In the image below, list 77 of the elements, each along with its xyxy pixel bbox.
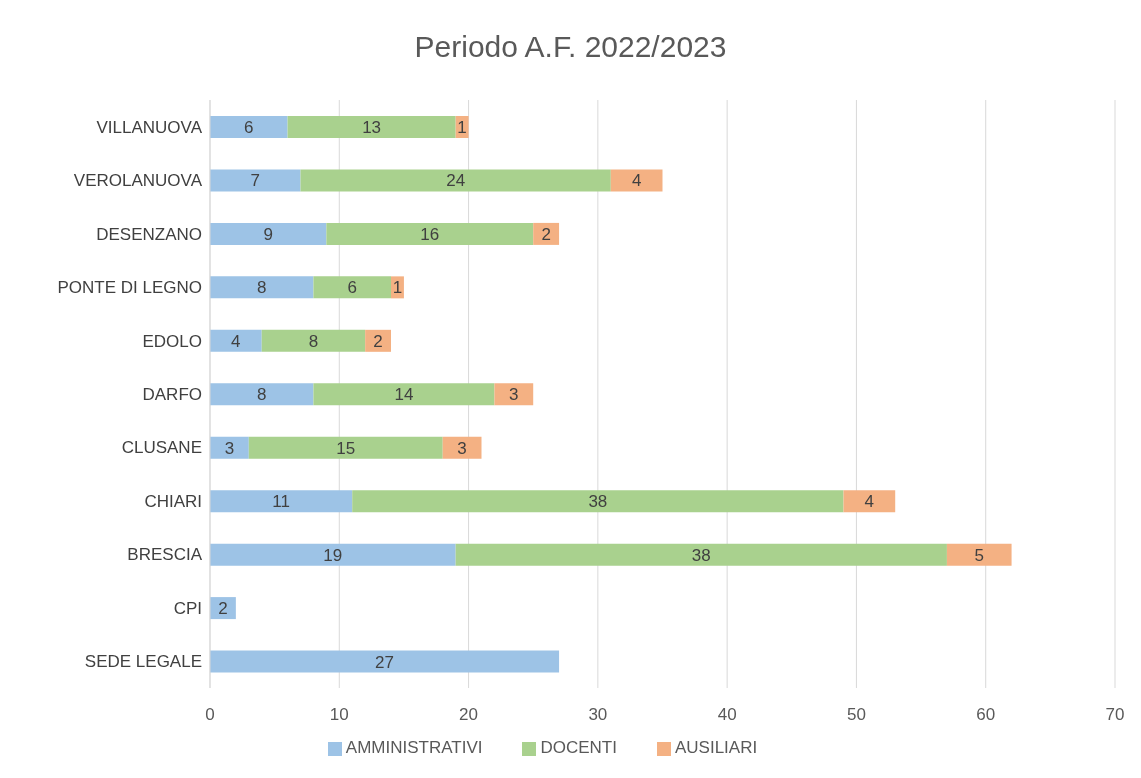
data-label: 8 xyxy=(308,331,319,351)
bar xyxy=(313,276,391,299)
data-label: 6 xyxy=(347,278,357,298)
y-tick-label: CPI xyxy=(173,598,202,618)
y-tick-label: EDOLO xyxy=(142,331,202,351)
bar xyxy=(946,543,1012,566)
data-label: 1 xyxy=(392,278,403,298)
x-tick-label: 20 xyxy=(459,705,479,725)
bar xyxy=(843,490,896,513)
y-tick-label: CLUSANE xyxy=(121,438,202,458)
bar xyxy=(455,543,947,566)
x-tick-label: 10 xyxy=(329,705,349,725)
x-tick-label: 30 xyxy=(588,705,608,725)
legend-label: DOCENTI xyxy=(540,738,617,757)
bar xyxy=(210,490,353,513)
bar xyxy=(326,222,534,245)
bar xyxy=(210,650,560,673)
data-label: 6 xyxy=(244,118,254,138)
data-label: 5 xyxy=(974,545,984,565)
y-tick-label: VILLANUOVA xyxy=(96,117,203,137)
bar xyxy=(210,436,249,459)
y-tick-label: SEDE LEGALE xyxy=(84,652,202,672)
data-label: 2 xyxy=(218,599,228,619)
data-label: 9 xyxy=(263,224,273,244)
data-label: 15 xyxy=(336,438,356,458)
x-tick-label: 70 xyxy=(1105,705,1125,725)
bar xyxy=(352,490,844,513)
y-tick-label: DESENZANO xyxy=(96,224,202,244)
data-label: 38 xyxy=(691,545,711,565)
x-tick-label: 60 xyxy=(976,705,996,725)
data-label: 19 xyxy=(323,545,343,565)
bar xyxy=(210,276,314,299)
bar xyxy=(442,436,482,459)
data-label: 24 xyxy=(446,171,466,191)
bar xyxy=(287,116,456,138)
data-label: 27 xyxy=(375,652,394,672)
bar xyxy=(210,543,456,566)
legend-label: AUSILIARI xyxy=(674,738,758,757)
y-tick-label: CHIARI xyxy=(144,491,202,511)
bar xyxy=(365,329,391,352)
data-label: 8 xyxy=(256,278,267,298)
data-label: 2 xyxy=(373,331,383,351)
bar xyxy=(300,169,611,192)
data-label: 11 xyxy=(272,492,290,512)
bar xyxy=(313,383,495,406)
bar xyxy=(261,329,366,352)
data-label: 3 xyxy=(224,438,235,458)
x-tick-label: 40 xyxy=(717,705,737,725)
data-label: 3 xyxy=(457,438,467,458)
x-tick-label: 50 xyxy=(846,705,866,725)
bar xyxy=(210,116,288,138)
bar xyxy=(610,169,663,192)
x-tick-label: 0 xyxy=(205,705,215,725)
data-label: 3 xyxy=(509,385,519,405)
y-tick-label: VEROLANUOVA xyxy=(73,171,203,191)
y-tick-label: PONTE DI LEGNO xyxy=(57,278,202,298)
data-label: 38 xyxy=(588,492,608,512)
data-label: 13 xyxy=(362,118,382,138)
legend-label: AMMINISTRATIVI xyxy=(345,738,483,757)
data-label: 7 xyxy=(250,171,260,191)
chart-title: Periodo A.F. 2022/2023 xyxy=(413,30,728,64)
data-label: 14 xyxy=(394,385,414,405)
data-label: 4 xyxy=(231,331,241,351)
bar xyxy=(210,222,327,245)
bar xyxy=(210,169,301,192)
y-tick-label: BRESCIA xyxy=(127,545,203,565)
y-tick-label: DARFO xyxy=(142,385,202,405)
data-label: 16 xyxy=(420,224,440,244)
bar xyxy=(248,436,443,459)
data-label: 4 xyxy=(864,492,875,512)
data-label: 8 xyxy=(256,385,267,405)
bar xyxy=(210,329,262,352)
data-label: 2 xyxy=(541,224,551,244)
bar xyxy=(210,383,314,406)
data-label: 4 xyxy=(631,171,642,191)
bar xyxy=(494,383,534,406)
data-label: 1 xyxy=(457,118,467,138)
